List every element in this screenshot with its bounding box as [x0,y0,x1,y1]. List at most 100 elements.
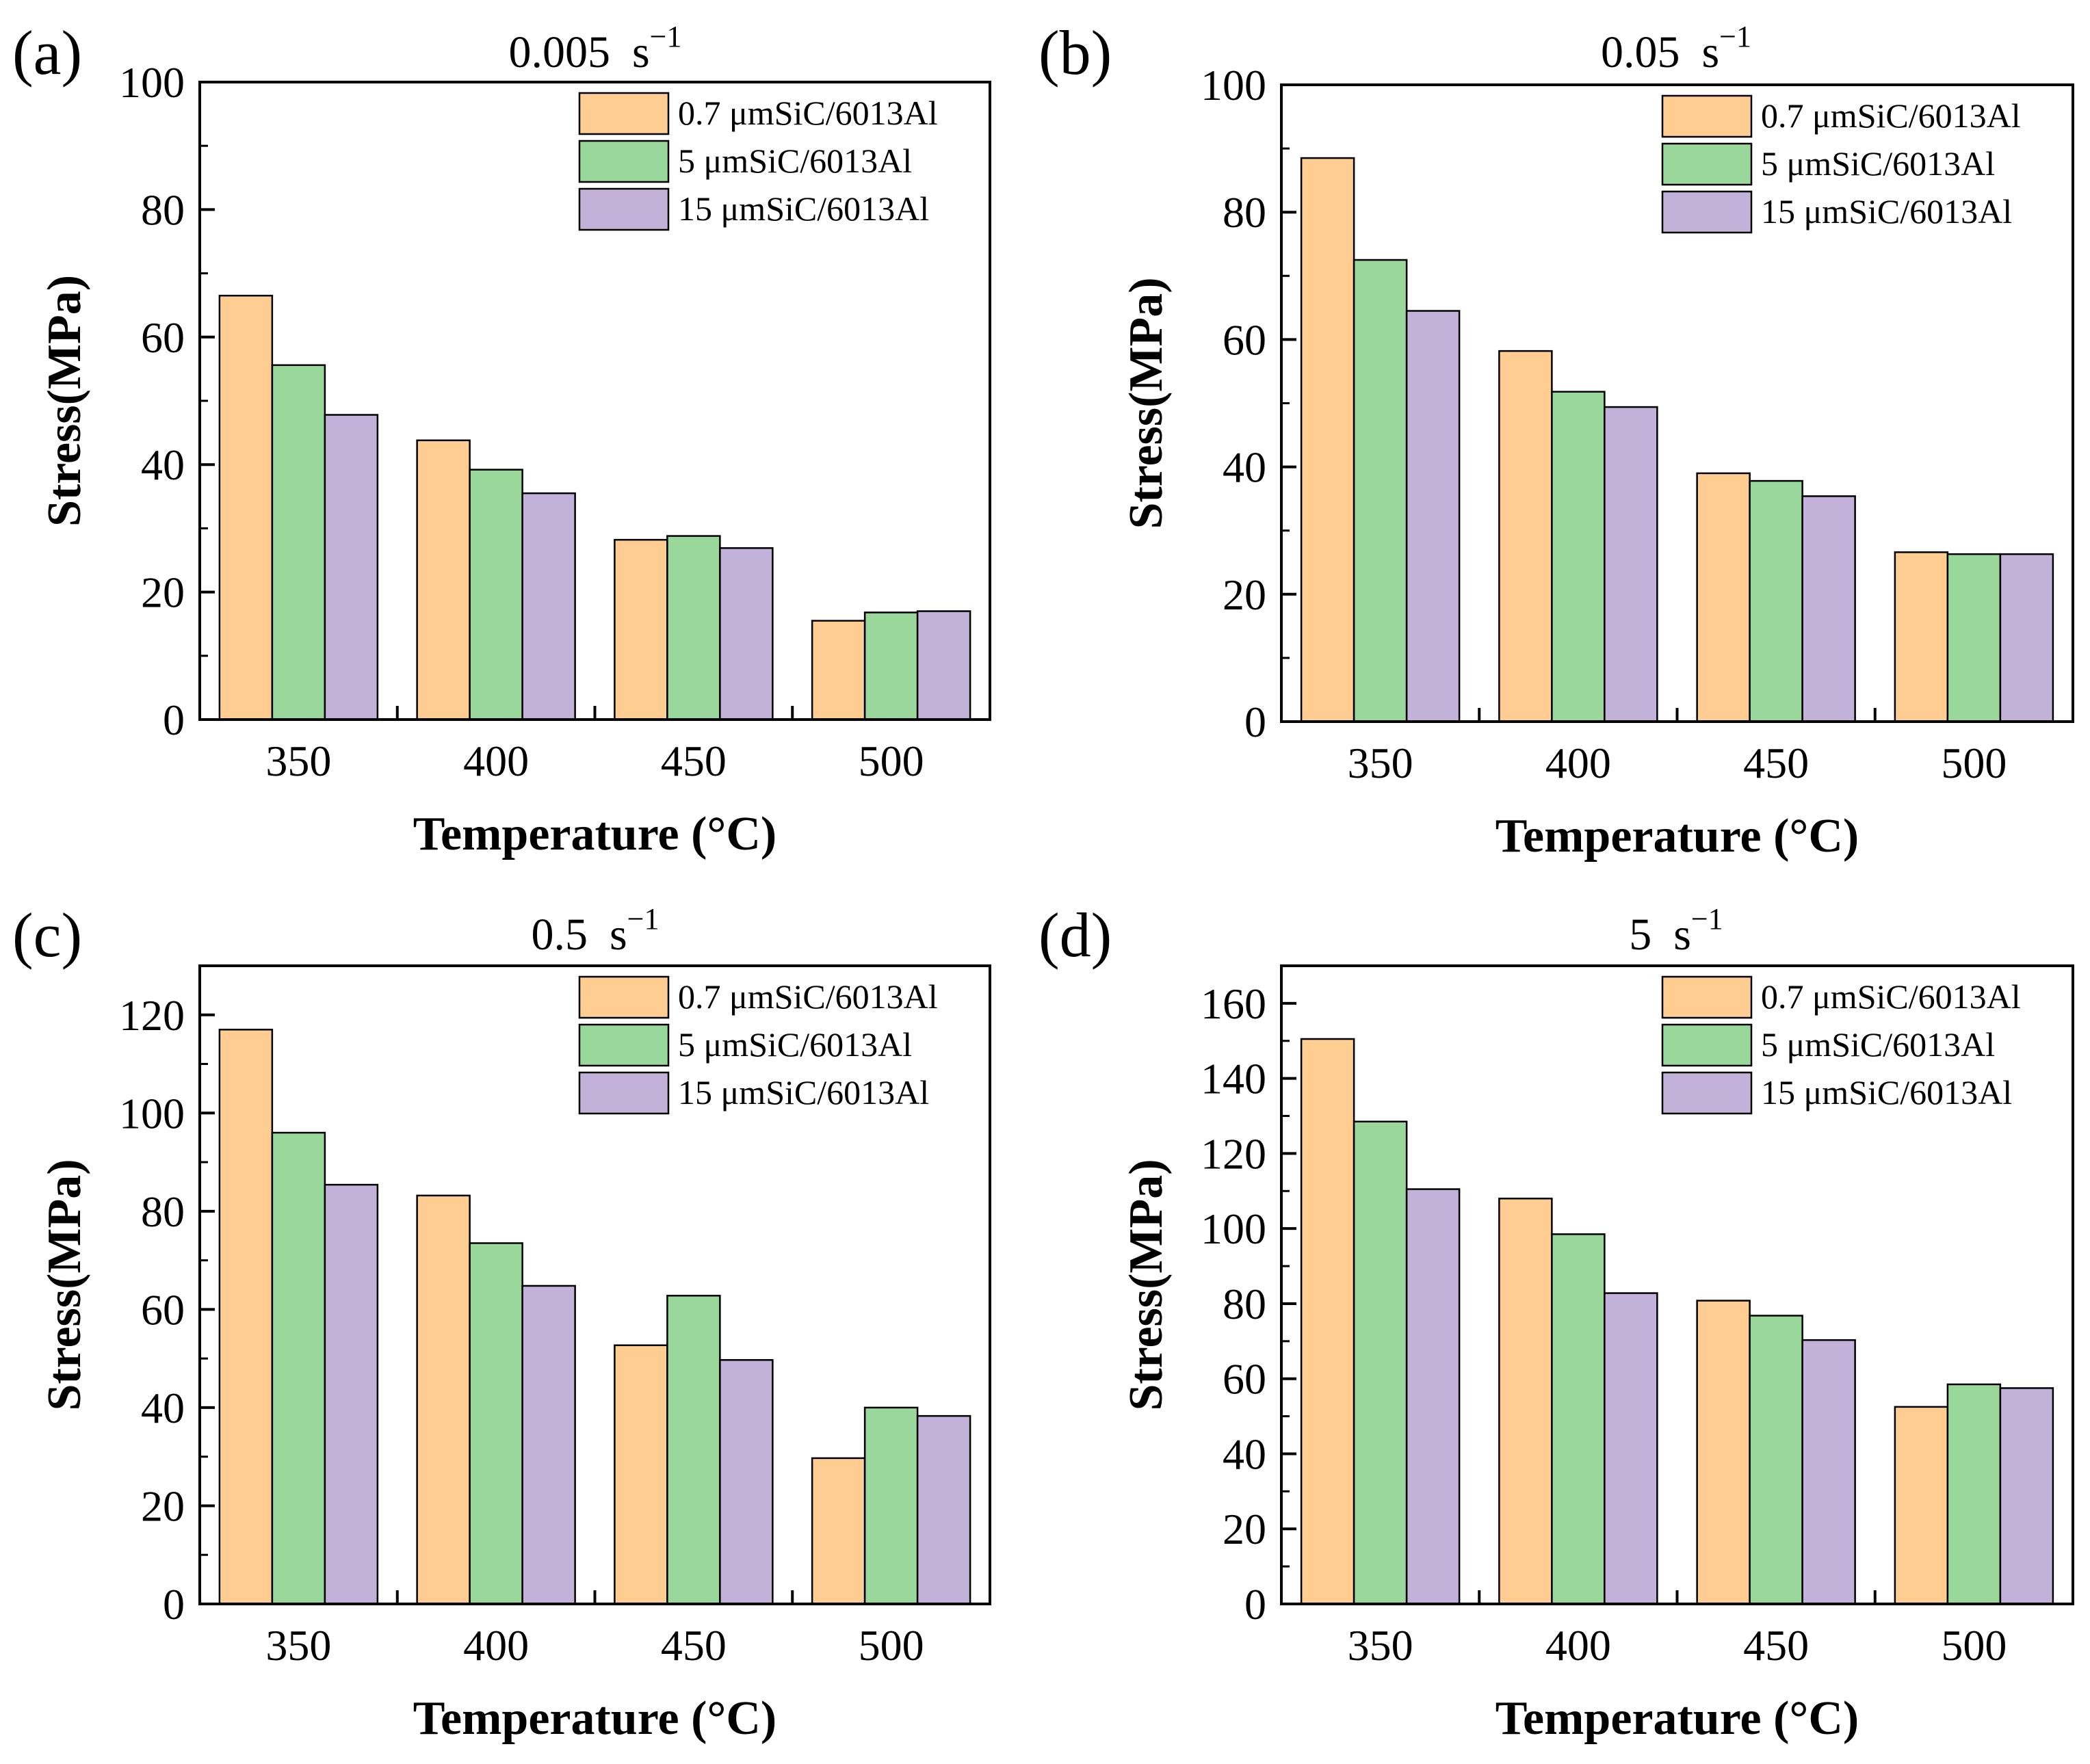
legend-swatch-2 [1661,1071,1753,1115]
title-value: 5 [1629,910,1651,960]
legend: 0.7 μmSiC/6013Al 5 μmSiC/6013Al 15 μmSiC/6… [1661,94,2021,234]
bar-3-0 [811,1457,866,1605]
x-tick-label: 450 [1743,739,1809,787]
x-axis: 350 400 450 500 [1348,1590,2007,1670]
y-tick-label: 140 [1201,1055,1266,1103]
title-value: 0.5 [531,910,588,960]
bar-0-0 [218,1029,274,1605]
bar-3-1 [863,611,919,721]
bar-2-0 [1696,472,1751,723]
y-tick-label: 0 [163,696,185,744]
chart-panel-d: (d) 5 s−1 0 20 40 60 80 100 120 140 160 350 400 450 500… [1039,900,2074,1745]
x-tick-label: 500 [1941,739,2007,787]
x-tick-label: 400 [463,1621,529,1670]
bar-3-0 [1894,1406,1949,1605]
bar-2-2 [1801,495,1856,723]
chart-panel-a: (a) 0.005 s−1 0 20 40 60 80 100 350 400 450 500 Tempe… [12,18,991,860]
x-tick-label: 500 [1941,1621,2007,1670]
x-axis-label: Temperature (°C) [413,808,777,860]
legend-swatch-0 [578,92,670,135]
bar-0-2 [1405,310,1461,723]
bar-1-0 [416,439,471,721]
bar-1-0 [416,1194,471,1605]
title-unit: s [1673,910,1691,960]
bar-1-1 [1551,1233,1606,1605]
y-axis: 0 20 40 60 80 100 120 [119,991,215,1629]
y-tick-label: 100 [1201,1204,1266,1253]
y-tick-label: 120 [119,991,185,1040]
bar-1-0 [1498,1198,1553,1605]
y-tick-label: 20 [1223,570,1266,619]
legend: 0.7 μmSiC/6013Al 5 μmSiC/6013Al 15 μmSiC/6… [578,92,938,231]
legend-label-0: 0.7 μmSiC/6013Al [1761,96,2021,135]
legend-label-1: 5 μmSiC/6013Al [678,1025,912,1064]
y-tick-label: 60 [141,313,185,362]
y-tick-label: 40 [1223,443,1266,492]
chart-title: 0.005 s−1 [508,20,681,77]
x-axis: 350 400 450 500 [1348,708,2007,787]
y-tick-label: 80 [141,185,185,234]
bar-0-1 [271,1131,326,1605]
bar-1-2 [521,1285,576,1605]
legend-label-0: 0.7 μmSiC/6013Al [678,977,938,1016]
x-tick-label: 350 [1348,1621,1413,1670]
bars [218,1029,971,1605]
bar-2-1 [666,1295,721,1605]
y-tick-label: 60 [141,1285,185,1334]
bar-2-0 [1696,1300,1751,1605]
y-tick-label: 60 [1223,1355,1266,1404]
legend-label-2: 15 μmSiC/6013Al [1761,1073,2012,1111]
y-tick-label: 40 [141,1384,185,1432]
bar-3-2 [916,1414,971,1605]
chart-panel-b: (b) 0.05 s−1 0 20 40 60 80 100 350 400 450 500 Temper… [1039,18,2074,863]
panel-label: (d) [1039,900,1112,970]
panel-label: (a) [12,18,82,88]
bar-3-2 [916,610,971,721]
bar-2-2 [719,1359,774,1605]
chart-title: 5 s−1 [1629,902,1723,960]
chart-panel-c: (c) 0.5 s−1 0 20 40 60 80 100 120 350 400 450 500 Temp… [12,900,991,1745]
bar-3-1 [1946,553,2002,723]
bar-1-2 [1604,406,1658,723]
bar-0-1 [271,364,326,721]
bar-1-1 [1551,391,1606,723]
x-tick-label: 450 [661,737,727,785]
bar-1-1 [469,1242,523,1605]
bar-3-1 [863,1406,919,1605]
bar-0-1 [1353,1120,1408,1605]
bar-3-0 [811,620,866,721]
bar-3-0 [1894,551,1949,723]
panel-label: (b) [1039,18,1112,88]
legend-label-2: 15 μmSiC/6013Al [678,189,929,228]
y-tick-label: 80 [141,1187,185,1236]
legend-swatch-1 [1661,142,1753,186]
bar-2-1 [1749,1315,1803,1605]
title-exponent: −1 [627,902,659,936]
bar-2-0 [614,1344,668,1605]
bar-0-0 [218,294,274,721]
y-axis: 0 20 40 60 80 100 [119,58,215,744]
bar-1-2 [521,492,576,721]
y-axis: 0 20 40 60 80 100 [1201,61,1296,746]
x-axis-label: Temperature (°C) [1495,810,1859,863]
y-tick-label: 40 [1223,1430,1266,1478]
legend-label-0: 0.7 μmSiC/6013Al [1761,977,2021,1016]
x-tick-label: 350 [265,1621,331,1670]
y-axis-label: Stress(MPa) [1120,1159,1173,1410]
y-tick-label: 60 [1223,315,1266,364]
bar-3-1 [1946,1383,2002,1605]
title-unit: s [1701,27,1719,77]
legend-swatch-0 [1661,975,1753,1019]
x-tick-label: 400 [463,737,529,785]
x-axis-label: Temperature (°C) [1495,1692,1859,1745]
legend: 0.7 μmSiC/6013Al 5 μmSiC/6013Al 15 μmSiC/6… [578,975,938,1115]
title-exponent: −1 [1691,902,1723,936]
y-tick-label: 100 [119,1089,185,1137]
title-exponent: −1 [650,20,682,53]
x-tick-label: 450 [661,1621,727,1670]
y-axis-label: Stress(MPa) [38,275,91,527]
legend-swatch-1 [578,1023,670,1067]
x-tick-label: 350 [265,737,331,785]
bars [1300,157,2054,723]
